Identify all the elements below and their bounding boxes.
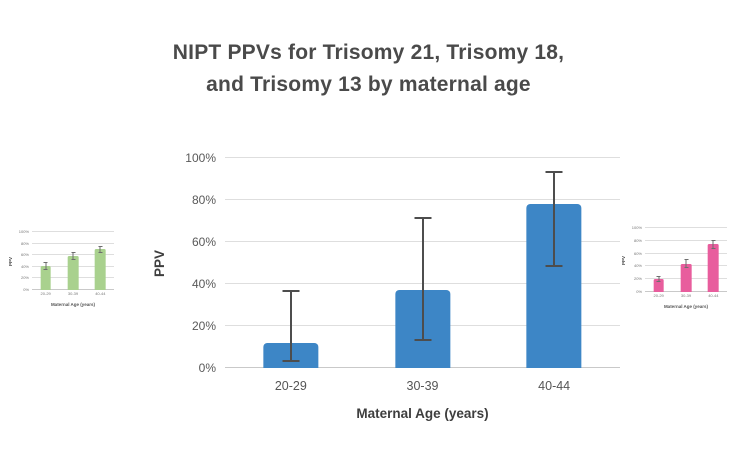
error-bar-cap-top bbox=[711, 239, 716, 241]
main-x-axis-ticks: 20-29 30-39 40-44 bbox=[225, 380, 620, 396]
pink-x-axis-ticks: 20-29 30-39 40-44 bbox=[645, 294, 727, 300]
x-tick-label: 40-44 bbox=[708, 293, 719, 298]
gridline bbox=[645, 227, 727, 228]
y-tick-label: 80% bbox=[191, 193, 216, 207]
error-bar-cap-bottom bbox=[98, 252, 103, 254]
green-x-axis-ticks: 20-29 30-39 40-44 bbox=[32, 292, 114, 298]
y-tick-label: 20% bbox=[20, 275, 29, 281]
error-bar-cap-top bbox=[282, 290, 300, 293]
chart-title-line-2: and Trisomy 13 by maternal age bbox=[206, 72, 531, 96]
error-bar-cap-top bbox=[684, 259, 688, 261]
error-bar-40-44 bbox=[545, 170, 563, 268]
error-bar-40-44 bbox=[711, 239, 716, 250]
error-bar-cap-bottom bbox=[684, 267, 688, 269]
error-bar-30-39 bbox=[71, 251, 75, 261]
main-x-axis-title: Maternal Age (years) bbox=[356, 406, 489, 421]
y-tick-label: 100% bbox=[18, 229, 29, 234]
error-bar-cap-top bbox=[98, 245, 103, 247]
pink-x-axis-title: Maternal Age (years) bbox=[663, 304, 709, 309]
main-plot-area bbox=[225, 157, 620, 368]
main-y-axis-ticks: 0% 20% 40% 60% 80% 100% bbox=[150, 152, 216, 374]
error-bar-cap-bottom bbox=[656, 281, 661, 283]
y-tick-label: 20% bbox=[633, 276, 642, 282]
pink-plot-area bbox=[645, 227, 727, 292]
x-tick-label: 30-39 bbox=[406, 379, 439, 393]
error-bar-cap-bottom bbox=[282, 359, 300, 362]
error-bar-30-39 bbox=[414, 216, 431, 341]
error-bar-cap-bottom bbox=[545, 265, 563, 268]
chart-title-line-1: NIPT PPVs for Trisomy 21, Trisomy 18, bbox=[172, 41, 565, 64]
y-tick-label: 100% bbox=[185, 151, 216, 165]
bar-30-39 bbox=[67, 255, 79, 290]
pink-y-axis-ticks: 0% 20% 40% 60% 80% 100% bbox=[619, 225, 642, 294]
error-bar-cap-bottom bbox=[414, 338, 431, 341]
bar-30-39 bbox=[680, 263, 692, 292]
green-y-axis-ticks: 0% 20% 40% 60% 80% 100% bbox=[6, 229, 29, 292]
thumbnail-chart-pink: PPV 0% 20% 40% 60% 80% 100% 20-29 30-39 40-44 M… bbox=[619, 224, 731, 318]
error-bar-cap-bottom bbox=[711, 248, 716, 250]
error-bar-cap-top bbox=[545, 170, 563, 173]
x-tick-label: 30-39 bbox=[680, 293, 692, 298]
error-bar-cap-top bbox=[414, 216, 431, 219]
y-tick-label: 40% bbox=[633, 263, 642, 269]
x-tick-label: 20-29 bbox=[274, 379, 307, 393]
x-tick-label: 20-29 bbox=[653, 293, 664, 298]
y-tick-label: 40% bbox=[20, 263, 29, 269]
bar-20-29 bbox=[40, 266, 51, 290]
green-plot-area bbox=[32, 231, 114, 290]
green-x-axis-title: Maternal Age (years) bbox=[50, 302, 96, 307]
chart-title: NIPT PPVs for Trisomy 21, Trisomy 18, an… bbox=[0, 37, 737, 100]
y-tick-label: 0% bbox=[198, 361, 216, 375]
error-bar-cap-bottom bbox=[71, 259, 75, 261]
gridline bbox=[225, 199, 620, 200]
error-bar-cap-bottom bbox=[43, 269, 48, 271]
error-bar-20-29 bbox=[43, 262, 48, 271]
gridline bbox=[645, 239, 727, 241]
x-tick-label: 20-29 bbox=[40, 291, 51, 296]
gridline bbox=[32, 242, 114, 244]
y-tick-label: 60% bbox=[191, 235, 216, 249]
gridline bbox=[645, 252, 727, 254]
error-bar-30-39 bbox=[684, 259, 688, 269]
y-tick-label: 20% bbox=[191, 319, 216, 333]
y-tick-label: 80% bbox=[633, 237, 642, 243]
y-tick-label: 60% bbox=[20, 252, 29, 258]
error-bar-cap-top bbox=[43, 262, 48, 264]
x-tick-label: 40-44 bbox=[538, 379, 571, 393]
y-tick-label: 100% bbox=[631, 225, 642, 230]
y-tick-label: 80% bbox=[20, 240, 29, 246]
y-tick-label: 0% bbox=[636, 289, 642, 294]
x-tick-label: 30-39 bbox=[67, 291, 79, 296]
error-bar-40-44 bbox=[98, 245, 103, 254]
gridline bbox=[32, 231, 114, 232]
bar-20-29 bbox=[653, 279, 664, 292]
bar-40-44 bbox=[95, 249, 106, 290]
error-bar-cap-top bbox=[71, 251, 75, 253]
error-bar-20-29 bbox=[656, 276, 661, 283]
thumbnail-chart-green: PPV 0% 20% 40% 60% 80% 100% 20-29 30-39 40-44 M… bbox=[6, 228, 118, 316]
y-tick-label: 40% bbox=[191, 277, 216, 291]
bar-40-44 bbox=[708, 244, 719, 292]
y-tick-label: 0% bbox=[23, 287, 29, 292]
y-tick-label: 60% bbox=[633, 250, 642, 256]
x-tick-label: 40-44 bbox=[95, 291, 106, 296]
gridline bbox=[225, 157, 620, 158]
main-chart-blue: PPV 0% 20% 40% 60% 80% 100% 20-29 30-39 40-44 M… bbox=[150, 140, 630, 435]
error-bar-cap-top bbox=[656, 276, 661, 278]
error-bar-20-29 bbox=[282, 290, 300, 362]
